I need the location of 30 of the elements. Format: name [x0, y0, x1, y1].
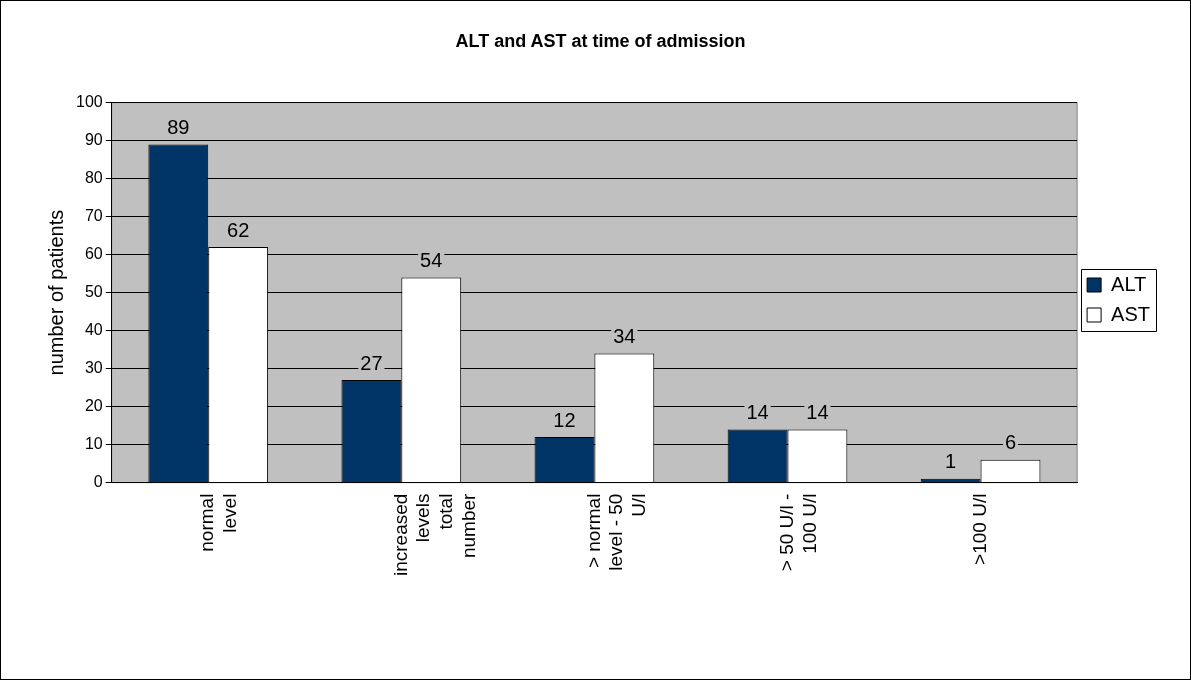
y-tick-label: 40	[84, 321, 103, 339]
data-label: 89	[167, 115, 190, 138]
y-tick-label: 0	[93, 473, 103, 491]
y-axis-title: number of patients	[44, 209, 67, 376]
legend-label: ALT	[1111, 272, 1147, 295]
y-tick-label: 50	[84, 283, 103, 301]
y-tick-label: 70	[84, 207, 103, 225]
chart-title: ALT and AST at time of admission	[455, 30, 746, 51]
y-tick-label: 20	[84, 397, 103, 415]
y-tick-label: 90	[84, 131, 103, 149]
x-tick-label: increased levels total number	[389, 492, 479, 577]
data-label: 34	[613, 324, 636, 347]
data-label: 54	[420, 248, 443, 271]
x-tick-label: > normal level - 50 U/l	[582, 493, 650, 571]
y-tick-label: 100	[75, 93, 103, 111]
x-tick-label: >100 U/l	[968, 493, 990, 565]
data-label: 12	[553, 408, 576, 431]
data-label: 6	[1004, 431, 1017, 454]
y-tick-label: 80	[84, 169, 103, 187]
x-tick-label: > 50 U/l - 100 U/l	[775, 493, 820, 572]
data-label: 27	[360, 351, 383, 374]
y-tick-label: 10	[84, 435, 103, 453]
y-tick-label: 60	[84, 245, 103, 263]
data-label: 1	[945, 450, 957, 473]
legend-label: AST	[1111, 302, 1151, 325]
data-label: 14	[746, 400, 769, 423]
data-label: 14	[806, 400, 829, 423]
y-tick-label: 30	[84, 359, 103, 377]
x-tick-label: normal level	[196, 493, 241, 552]
data-label: 62	[227, 218, 250, 241]
